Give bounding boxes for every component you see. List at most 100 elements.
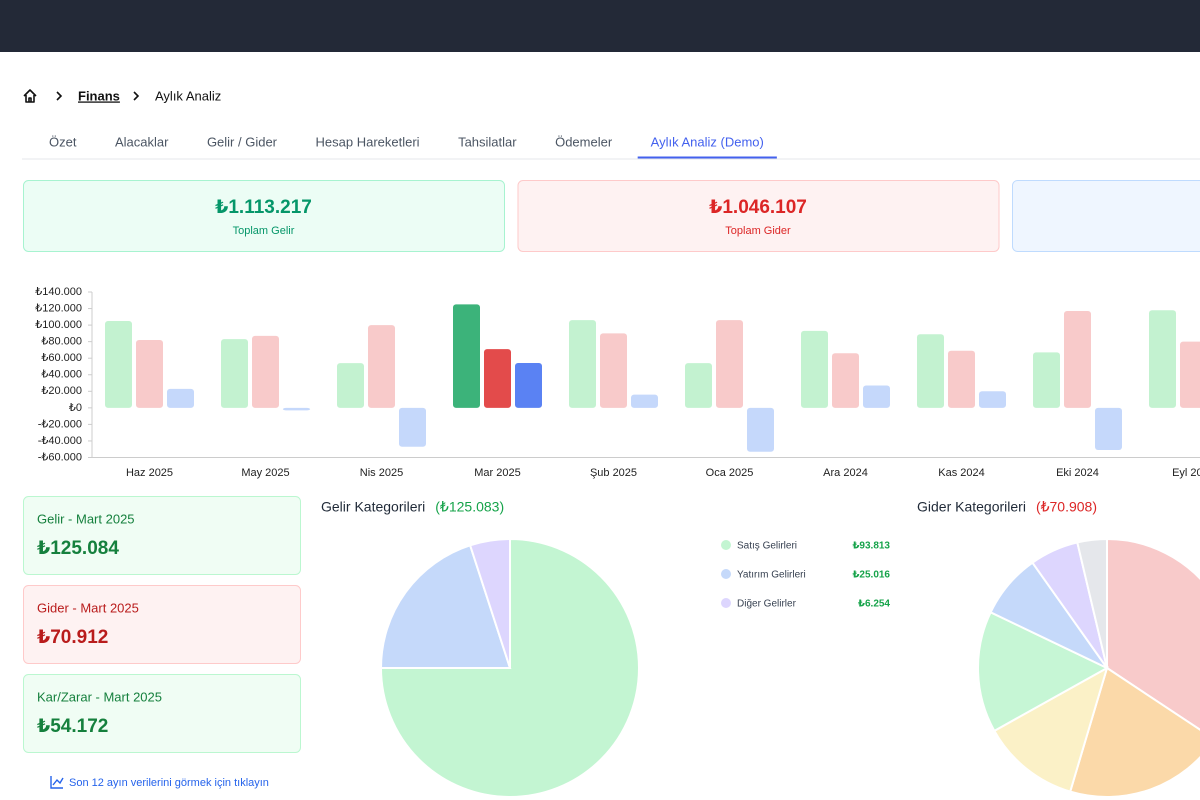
y-tick-label: -₺60.000 — [38, 451, 82, 463]
bar — [399, 407, 426, 447]
stat-value: ₺125.084 — [37, 538, 119, 559]
summary-card — [23, 180, 505, 252]
history-link[interactable]: Son 12 ayın verilerini görmek için tıkla… — [69, 777, 269, 789]
x-tick-label: Şub 2025 — [590, 467, 637, 479]
summary-value: ₺1.113.217 — [215, 197, 312, 218]
bar — [801, 330, 828, 408]
stat-card — [23, 585, 301, 664]
stat-value: ₺54.172 — [37, 716, 108, 737]
bar — [515, 363, 542, 408]
stat-card — [23, 496, 301, 575]
breadcrumb-link[interactable]: Finans — [78, 88, 120, 103]
stat-card — [23, 674, 301, 753]
x-tick-label: May 2025 — [241, 467, 289, 479]
summary-value: ₺1.046.107 — [709, 197, 807, 218]
summary-card — [1012, 180, 1200, 252]
link-icon[interactable] — [50, 776, 64, 789]
y-tick-label: ₺100.000 — [35, 319, 82, 331]
bar — [167, 388, 194, 408]
tab[interactable]: Hesap Hareketleri — [316, 134, 420, 149]
bar — [221, 339, 248, 408]
bar — [716, 320, 743, 408]
chevron — [56, 91, 63, 101]
pie-slice — [468, 537, 511, 669]
bar — [368, 325, 395, 408]
bar — [685, 363, 712, 408]
stat-title: Gelir - Mart 2025 — [37, 511, 135, 526]
pie-slice — [977, 610, 1110, 733]
tab[interactable]: Gelir / Gider — [207, 134, 278, 149]
chart-title: Gider Kategorileri — [917, 499, 1026, 515]
bar — [631, 394, 658, 408]
tab[interactable]: Ödemeler — [555, 134, 613, 149]
pie-slice — [379, 537, 640, 798]
bar — [337, 363, 364, 408]
legend-value: ₺93.813 — [852, 541, 890, 552]
legend-value: ₺6.254 — [858, 599, 890, 610]
bar — [832, 353, 859, 408]
home-icon[interactable] — [23, 89, 37, 103]
y-tick-label: ₺80.000 — [41, 336, 82, 348]
pie-slice — [992, 665, 1109, 793]
legend-value: ₺25.016 — [852, 570, 890, 581]
bar — [453, 304, 480, 408]
x-tick-label: Eyl 2024 — [1172, 467, 1200, 479]
pie-slice — [1106, 537, 1200, 731]
chart-subtitle: (₺70.908) — [1036, 499, 1097, 515]
bar — [252, 335, 279, 408]
y-tick-label: ₺40.000 — [41, 369, 82, 381]
tab[interactable]: Alacaklar — [115, 134, 169, 149]
x-tick-label: Kas 2024 — [938, 467, 984, 479]
y-tick-label: ₺0 — [69, 402, 82, 414]
tab[interactable]: Tahsilatlar — [458, 134, 517, 149]
legend-swatch — [721, 540, 731, 550]
top-bar — [0, 0, 1200, 52]
x-tick-label: Oca 2025 — [706, 467, 754, 479]
x-tick-label: Nis 2025 — [360, 467, 403, 479]
tab[interactable]: Aylık Analiz (Demo) — [651, 134, 764, 149]
legend-swatch — [721, 598, 731, 608]
bar — [105, 320, 132, 408]
chevron — [133, 91, 140, 101]
pie-slice — [1068, 666, 1200, 798]
pie-slice — [1076, 537, 1108, 669]
bar — [1180, 341, 1200, 408]
y-tick-label: -₺40.000 — [38, 435, 82, 447]
chart-title: Gelir Kategorileri — [321, 499, 425, 515]
breadcrumb-current: Aylık Analiz — [155, 88, 221, 103]
summary-card — [517, 180, 1000, 252]
bar — [1095, 407, 1122, 451]
legend-label: Yatırım Gelirleri — [737, 570, 806, 581]
bar — [747, 407, 774, 452]
bar — [136, 339, 163, 408]
y-tick-label: ₺60.000 — [41, 352, 82, 364]
y-tick-label: ₺140.000 — [35, 286, 82, 298]
legend-label: Diğer Gelirler — [737, 599, 797, 610]
x-tick-label: Mar 2025 — [474, 467, 520, 479]
bar — [917, 334, 944, 408]
bar — [484, 349, 511, 408]
pie-slice — [379, 544, 512, 670]
bar — [1064, 311, 1091, 408]
y-tick-label: ₺20.000 — [41, 385, 82, 397]
bar — [569, 320, 596, 408]
tab[interactable]: Özet — [49, 134, 77, 149]
bar — [979, 391, 1006, 408]
chart-subtitle: (₺125.083) — [435, 499, 504, 515]
bar — [1033, 352, 1060, 408]
y-tick-label: ₺120.000 — [35, 302, 82, 314]
x-tick-label: Eki 2024 — [1056, 467, 1099, 479]
stat-value: ₺70.912 — [37, 627, 108, 648]
bar — [948, 350, 975, 408]
legend-label: Satış Gelirleri — [737, 541, 797, 552]
stat-title: Kar/Zarar - Mart 2025 — [37, 689, 162, 704]
bar — [600, 333, 627, 408]
summary-label: Toplam Gelir — [233, 225, 295, 237]
bar — [283, 407, 310, 411]
legend-swatch — [721, 569, 731, 579]
stat-title: Gider - Mart 2025 — [37, 600, 139, 615]
y-tick-label: -₺20.000 — [38, 418, 82, 430]
summary-label: Toplam Gider — [725, 225, 791, 237]
